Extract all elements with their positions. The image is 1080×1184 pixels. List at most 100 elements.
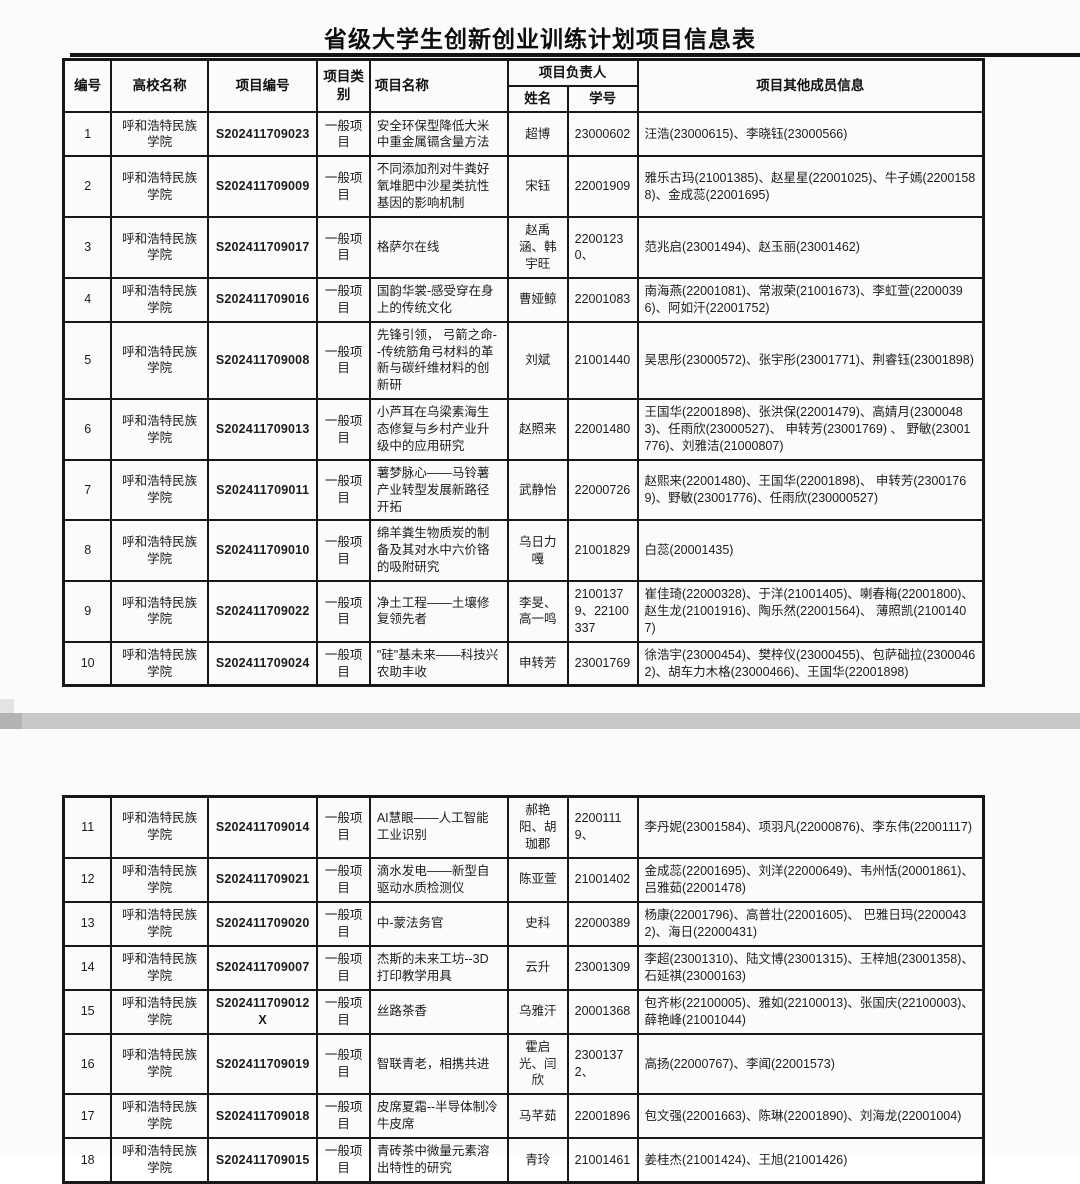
cell-project-name: 丝路茶香 [368,988,509,1035]
cell-leader-student-id: 22001119、 [566,795,639,859]
cell-project-category: 一般项目 [316,856,371,903]
cell-university-name: 呼和浩特民族学院 [110,795,209,859]
cell-project-name: 不同添加剂对牛粪好氧堆肥中沙星类抗性基因的影响机制 [368,155,509,219]
cell-leader-name: 马芊茹 [506,1093,569,1140]
cell-project-category: 一般项目 [316,458,371,522]
cell-project-number: S202411709009 [206,155,319,219]
cell-leader-student-id: 22001480 [566,398,639,461]
cell-university-name: 呼和浩特民族学院 [110,398,209,461]
header-project-name: 项目名称 [368,58,509,114]
page-break-tab-dark [0,713,22,729]
cell-row-number: 6 [62,398,113,461]
cell-row-number: 11 [62,795,113,859]
cell-project-name: 中-蒙法务官 [368,900,509,947]
cell-university-name: 呼和浩特民族学院 [110,900,209,947]
cell-leader-student-id: 23001769 [566,640,639,687]
cell-leader-name: 郝艳阳、胡珈郡 [506,795,569,859]
cell-project-name: 先锋引领， 弓箭之命--传统筋角弓材料的革新与碳纤维材料的创新研 [368,320,509,401]
cell-project-number: S202411709017 [206,216,319,279]
cell-leader-student-id: 21001461 [566,1137,639,1184]
cell-project-name: 净土工程——土壤修复领先者 [368,580,509,643]
cell-leader-name: 曹娅鲸 [506,276,569,323]
cell-project-number: S202411709024 [206,640,319,687]
cell-other-members: 杨康(22001796)、高普壮(22001605)、 巴雅日玛(2200043… [636,900,985,947]
cell-project-category: 一般项目 [316,155,371,219]
cell-university-name: 呼和浩特民族学院 [110,320,209,401]
table-body-section-2: 11 呼和浩特民族学院 S202411709014 一般项目 AI慧眼——人工智… [62,795,985,1184]
cell-project-number: S202411709019 [206,1032,319,1096]
cell-leader-name: 霍启光、闫欣 [506,1032,569,1096]
cell-leader-name: 赵照来 [506,398,569,461]
cell-project-number: S202411709015 [206,1137,319,1184]
cell-other-members: 雅乐古玛(21001385)、赵星星(22001025)、牛子嫣(2200158… [636,155,985,219]
cell-university-name: 呼和浩特民族学院 [110,111,209,158]
table-row: 11 呼和浩特民族学院 S202411709014 一般项目 AI慧眼——人工智… [62,795,985,859]
cell-project-category: 一般项目 [316,111,371,158]
cell-project-name: 小芦耳在乌梁素海生态修复与乡村产业升级中的应用研究 [368,398,509,461]
cell-project-number: S202411709007 [206,944,319,991]
cell-other-members: 范兆启(23001494)、赵玉丽(23001462) [636,216,985,279]
cell-leader-name: 申转芳 [506,640,569,687]
cell-row-number: 15 [62,988,113,1035]
cell-project-category: 一般项目 [316,276,371,323]
cell-other-members: 吴思彤(23000572)、张宇彤(23001771)、荆睿钰(23001898… [636,320,985,401]
cell-leader-name: 宋钰 [506,155,569,219]
cell-project-number: S202411709018 [206,1093,319,1140]
cell-row-number: 2 [62,155,113,219]
cell-leader-student-id: 22001896 [566,1093,639,1140]
cell-university-name: 呼和浩特民族学院 [110,216,209,279]
cell-row-number: 10 [62,640,113,687]
cell-other-members: 包齐彬(22100005)、雅如(22100013)、张国庆(22100003)… [636,988,985,1035]
cell-university-name: 呼和浩特民族学院 [110,580,209,643]
cell-project-number: S202411709014 [206,795,319,859]
cell-leader-name: 陈亚萱 [506,856,569,903]
cell-other-members: 包文强(22001663)、陈琳(22001890)、刘海龙(22001004) [636,1093,985,1140]
cell-leader-student-id: 21001829 [566,519,639,583]
cell-leader-name: 云升 [506,944,569,991]
cell-other-members: 徐浩宇(23000454)、樊梓仪(23000455)、包萨础拉(2300046… [636,640,985,687]
cell-project-number: S202411709012X [206,988,319,1035]
cell-project-category: 一般项目 [316,216,371,279]
cell-leader-student-id: 21001379、22100337 [566,580,639,643]
cell-project-category: 一般项目 [316,580,371,643]
cell-row-number: 12 [62,856,113,903]
cell-university-name: 呼和浩特民族学院 [110,276,209,323]
header-leader-name: 姓名 [506,85,569,114]
cell-leader-student-id: 22001230、 [566,216,639,279]
cell-project-category: 一般项目 [316,944,371,991]
cell-project-name: "硅"基未来——科技兴农助丰收 [368,640,509,687]
cell-leader-name: 史科 [506,900,569,947]
cell-leader-student-id: 23001372、 [566,1032,639,1096]
cell-leader-student-id: 22000389 [566,900,639,947]
cell-project-number: S202411709010 [206,519,319,583]
project-info-table-continued: 11 呼和浩特民族学院 S202411709014 一般项目 AI慧眼——人工智… [62,795,985,1184]
cell-row-number: 5 [62,320,113,401]
cell-row-number: 7 [62,458,113,522]
cell-project-category: 一般项目 [316,1032,371,1096]
cell-project-number: S202411709020 [206,900,319,947]
cell-project-number: S202411709023 [206,111,319,158]
table-row: 9 呼和浩特民族学院 S202411709022 一般项目 净土工程——土壤修复… [62,580,985,643]
cell-university-name: 呼和浩特民族学院 [110,640,209,687]
table-row: 10 呼和浩特民族学院 S202411709024 一般项目 "硅"基未来——科… [62,640,985,687]
cell-project-name: 皮席夏霜--半导体制冷牛皮席 [368,1093,509,1140]
cell-other-members: 李丹妮(23001584)、项羽凡(22000876)、李东伟(22001117… [636,795,985,859]
cell-project-name: 国韵华裳-感受穿在身上的传统文化 [368,276,509,323]
table-row: 1 呼和浩特民族学院 S202411709023 一般项目 安全环保型降低大米中… [62,111,985,158]
cell-university-name: 呼和浩特民族学院 [110,1137,209,1184]
header-category: 项目类别 [316,58,371,114]
header-leader-id: 学号 [566,85,639,114]
cell-row-number: 4 [62,276,113,323]
cell-leader-student-id: 22001909 [566,155,639,219]
page-break-divider-band [0,713,1080,729]
header-university: 高校名称 [110,58,209,114]
table-row: 13 呼和浩特民族学院 S202411709020 一般项目 中-蒙法务官 史科… [62,900,985,947]
cell-other-members: 崔佳琦(22000328)、于洋(21001405)、喇春梅(22001800)… [636,580,985,643]
cell-project-category: 一般项目 [316,640,371,687]
title-underline-rule [70,53,1080,57]
cell-project-number: S202411709011 [206,458,319,522]
cell-leader-name: 李旻、高一鸣 [506,580,569,643]
cell-leader-student-id: 23000602 [566,111,639,158]
project-table-section-2: 11 呼和浩特民族学院 S202411709014 一般项目 AI慧眼——人工智… [62,795,985,1184]
cell-university-name: 呼和浩特民族学院 [110,944,209,991]
